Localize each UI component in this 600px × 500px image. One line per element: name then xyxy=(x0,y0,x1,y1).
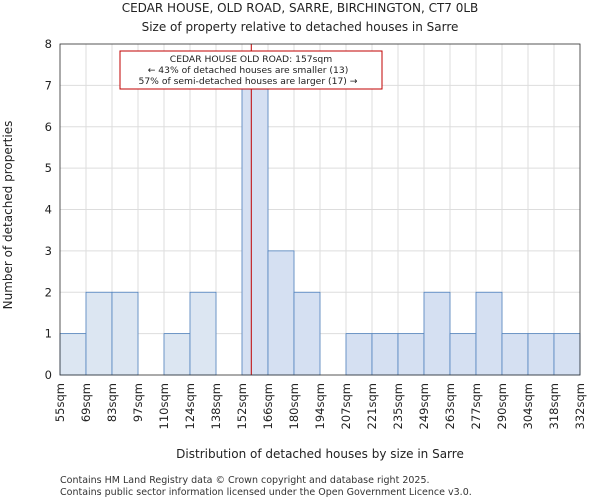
annotation-box: CEDAR HOUSE OLD ROAD: 157sqm ← 43% of de… xyxy=(119,50,383,90)
y-tick-label: 1 xyxy=(45,327,52,341)
x-tick-label: 249sqm xyxy=(417,383,431,429)
bar-318sqm xyxy=(553,333,581,376)
x-tick-label: 277sqm xyxy=(469,383,483,429)
x-tick-label: 221sqm xyxy=(365,383,379,429)
bar-304sqm xyxy=(527,333,555,376)
y-tick-label: 3 xyxy=(45,244,52,258)
bar-69sqm xyxy=(85,291,113,376)
x-axis-label: Distribution of detached houses by size … xyxy=(176,447,464,461)
bars xyxy=(59,84,581,376)
x-tick-label: 194sqm xyxy=(313,383,327,429)
bar-277sqm xyxy=(475,291,503,376)
x-tick-label: 235sqm xyxy=(391,383,405,429)
y-tick-label: 5 xyxy=(45,161,52,175)
x-tick-label: 180sqm xyxy=(287,383,301,429)
annotation-line-1: CEDAR HOUSE OLD ROAD: 157sqm xyxy=(170,54,332,65)
bar-166sqm xyxy=(267,250,295,376)
bar-180sqm xyxy=(293,291,321,376)
y-axis-label: Number of detached properties xyxy=(1,121,15,310)
x-tick-label: 304sqm xyxy=(521,383,535,429)
plot-frame xyxy=(59,43,581,376)
x-tick-label: 332sqm xyxy=(573,383,587,429)
y-tick-label: 2 xyxy=(45,285,52,299)
bar-263sqm xyxy=(449,333,477,376)
x-tick-label: 207sqm xyxy=(339,383,353,429)
x-tick-label: 138sqm xyxy=(209,383,223,429)
y-axis-ticks: 0 1 2 3 4 5 6 7 8 xyxy=(45,37,52,382)
chart-subtitle: Size of property relative to detached ho… xyxy=(142,20,459,34)
y-tick-label: 4 xyxy=(45,203,52,217)
x-tick-label: 110sqm xyxy=(157,383,171,429)
x-tick-label: 55sqm xyxy=(53,383,67,422)
chart-title: CEDAR HOUSE, OLD ROAD, SARRE, BIRCHINGTO… xyxy=(122,1,479,15)
x-axis-ticks: 55sqm 69sqm 83sqm 97sqm 110sqm 124sqm 138sqm 15… xyxy=(53,383,587,429)
bar-290sqm xyxy=(501,333,529,376)
footer-line-2: Contains public sector information licen… xyxy=(60,487,472,498)
x-tick-label: 69sqm xyxy=(79,383,93,422)
x-tick-label: 152sqm xyxy=(235,383,249,429)
x-tick-label: 124sqm xyxy=(183,383,197,429)
y-tick-label: 8 xyxy=(45,37,52,51)
bar-110sqm xyxy=(163,333,191,376)
x-tick-label: 263sqm xyxy=(443,383,457,429)
bar-221sqm xyxy=(371,333,399,376)
y-tick-label: 0 xyxy=(45,368,52,382)
x-tick-label: 290sqm xyxy=(495,383,509,429)
bar-207sqm xyxy=(345,333,373,376)
x-tick-label: 166sqm xyxy=(261,383,275,429)
bar-124sqm xyxy=(189,291,217,376)
bar-249sqm xyxy=(423,291,451,376)
y-tick-label: 6 xyxy=(45,120,52,134)
x-tick-label: 83sqm xyxy=(105,383,119,422)
annotation-line-2: ← 43% of detached houses are smaller (13… xyxy=(148,65,349,76)
bar-55sqm xyxy=(59,333,87,376)
x-tick-label: 97sqm xyxy=(131,383,145,422)
bar-83sqm xyxy=(111,291,139,376)
annotation-line-3: 57% of semi-detached houses are larger (… xyxy=(138,76,357,87)
footer-line-1: Contains HM Land Registry data © Crown c… xyxy=(60,475,430,486)
x-tick-label: 318sqm xyxy=(547,383,561,429)
bar-235sqm xyxy=(397,333,425,376)
bar-152sqm xyxy=(241,84,269,376)
y-tick-label: 7 xyxy=(45,78,52,92)
